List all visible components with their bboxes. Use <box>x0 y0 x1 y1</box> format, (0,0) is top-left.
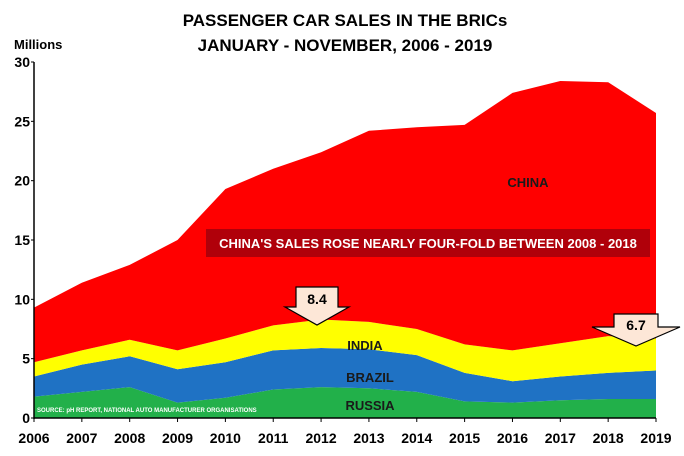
area-china <box>34 81 656 363</box>
y-tick-label: 30 <box>14 54 30 70</box>
x-tick-label: 2019 <box>640 430 671 446</box>
y-tick-layer: 0 5 10 15 20 25 30 <box>14 54 34 426</box>
area-india <box>34 319 656 382</box>
series-label-brazil: BRAZIL <box>346 370 394 385</box>
y-tick-label: 20 <box>14 173 30 189</box>
x-tick-layer: 2006 2007 2008 2009 2010 2011 2012 2013 2014 2015… <box>18 418 672 446</box>
x-tick-label: 2010 <box>210 430 241 446</box>
series-label-china: CHINA <box>507 175 549 190</box>
y-tick-label: 10 <box>14 291 30 307</box>
x-tick-label: 2018 <box>593 430 624 446</box>
y-tick-label: 5 <box>22 351 30 367</box>
callout-arrow-2019 <box>591 313 681 347</box>
series-label-india: INDIA <box>347 338 383 353</box>
annotation-text: CHINA'S SALES ROSE NEARLY FOUR-FOLD BETW… <box>219 236 637 251</box>
x-tick-label: 2014 <box>401 430 432 446</box>
y-tick-label: 25 <box>14 113 30 129</box>
chart-title: PASSENGER CAR SALES IN THE BRICs <box>183 11 508 30</box>
x-tick-label: 2006 <box>18 430 49 446</box>
area-russia <box>34 387 656 418</box>
y-axis-label: Millions <box>14 37 62 52</box>
source-note: SOURCE: pH REPORT, NATIONAL AUTO MANUFAC… <box>37 408 257 414</box>
x-tick-label: 2013 <box>353 430 384 446</box>
chart-subtitle: JANUARY - NOVEMBER, 2006 - 2019 <box>198 36 493 55</box>
x-tick-label: 2008 <box>114 430 145 446</box>
x-tick-label: 2011 <box>258 430 289 446</box>
x-tick-label: 2012 <box>305 430 336 446</box>
x-tick-label: 2016 <box>497 430 528 446</box>
callout-arrow-2012 <box>282 286 352 326</box>
x-tick-label: 2007 <box>66 430 97 446</box>
callout-value-2012: 8.4 <box>307 291 327 307</box>
y-tick-label: 15 <box>14 232 30 248</box>
series-label-russia: RUSSIA <box>345 398 395 413</box>
x-tick-label: 2015 <box>449 430 480 446</box>
x-tick-label: 2009 <box>162 430 193 446</box>
x-tick-label: 2017 <box>545 430 576 446</box>
area-brazil <box>34 348 656 403</box>
y-tick-label: 0 <box>22 410 30 426</box>
callout-value-2019: 6.7 <box>626 317 646 333</box>
area-layer <box>34 81 656 418</box>
annotation-box <box>206 229 650 257</box>
